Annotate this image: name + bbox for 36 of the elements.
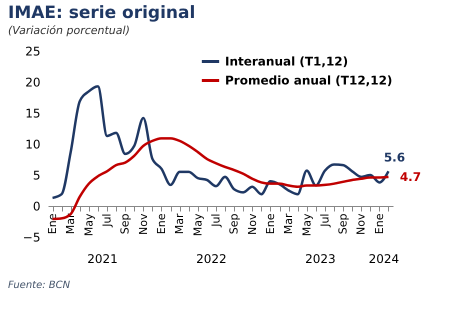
x-tick-label: Mar [173,213,186,234]
chart-subtitle: (Variación porcentual) [8,24,130,37]
x-tick-label: Ene [154,213,168,234]
y-tick-label: 25 [25,44,40,58]
text: 2022 [196,252,227,266]
x-tick-label: Ene [372,213,386,234]
x-tick-label: May [191,213,204,236]
x-tick-label: Jul [209,214,222,228]
legend-label: Interanual (T1,12) [225,54,348,68]
y-tick-label: −5 [22,230,40,244]
data-label: 5.6 [384,150,406,164]
x-tick-label: Sep [336,213,350,234]
x-tick-label: May [300,213,314,236]
y-tick-label: 10 [25,138,40,152]
y-tick-label: 20 [25,76,40,90]
source-note: Fuente: BCN [8,280,71,291]
y-tick-label: 0 [32,200,40,214]
chart-title: IMAE: serie original [8,3,196,23]
x-tick-label: Sep [228,213,241,234]
text: 2024 [368,252,400,266]
x-tick-label: Nov [136,213,150,235]
x-tick-label: Mar [282,213,296,234]
x-tick-label: Nov [354,213,368,235]
y-tick-label: 5 [32,168,40,182]
x-tick-label: May [82,213,96,236]
text: 2021 [87,252,118,266]
text: 2023 [305,252,336,266]
x-tick-label: Jul [318,214,332,228]
y-tick-label: 15 [25,106,40,120]
x-tick-label: Mar [64,213,78,234]
x-tick-label: Ene [264,213,277,234]
data-label: 4.7 [400,170,422,184]
x-tick-label: Jul [100,214,114,228]
x-tick-label: Nov [246,213,259,235]
x-tick-label: Sep [118,213,132,234]
legend-label: Promedio anual (T12,12) [225,74,392,88]
